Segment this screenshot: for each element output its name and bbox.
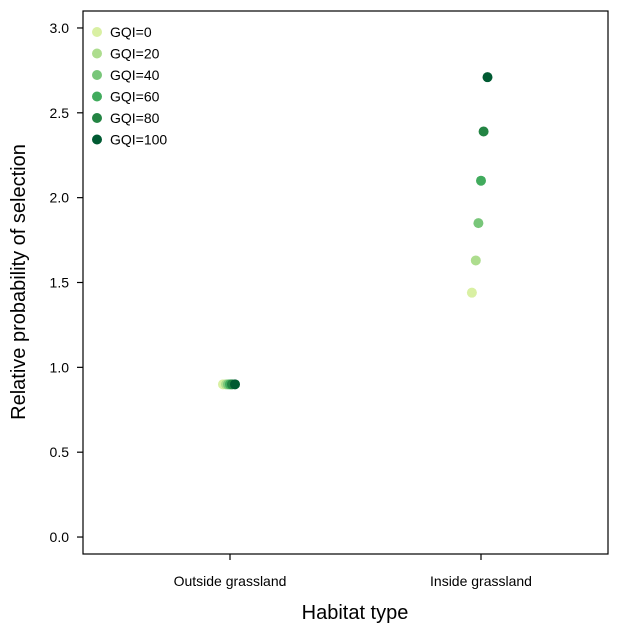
legend-label: GQI=40 bbox=[110, 67, 160, 83]
legend-marker bbox=[92, 91, 102, 102]
y-tick-label: 1.0 bbox=[50, 359, 70, 375]
y-axis-title: Relative probability of selection bbox=[8, 144, 30, 420]
data-point bbox=[470, 255, 481, 266]
data-point bbox=[482, 72, 493, 83]
plot-frame bbox=[82, 10, 609, 555]
x-axis-ticks: Outside grassland Inside grassland bbox=[174, 554, 532, 589]
legend-label: GQI=0 bbox=[110, 24, 152, 40]
y-tick-label: 1.5 bbox=[50, 275, 70, 291]
legend-label: GQI=100 bbox=[110, 132, 167, 148]
legend-marker bbox=[92, 70, 102, 80]
data-point bbox=[466, 287, 477, 298]
data-point bbox=[478, 126, 489, 137]
y-tick-label: 2.5 bbox=[50, 105, 70, 121]
legend-marker bbox=[92, 113, 102, 123]
legend-label: GQI=60 bbox=[110, 89, 160, 105]
y-axis-ticks: 0.0 0.5 1.0 1.5 2.0 2.5 3.0 bbox=[50, 20, 83, 545]
y-tick-label: 2.0 bbox=[50, 190, 70, 206]
legend-marker bbox=[92, 134, 102, 145]
legend: GQI=0 GQI=20 GQI=40 GQI=60 GQI=80 GQI=100 bbox=[92, 24, 167, 148]
y-tick-label: 3.0 bbox=[50, 20, 70, 36]
data-points bbox=[218, 72, 493, 390]
legend-marker bbox=[92, 48, 102, 59]
legend-label: GQI=20 bbox=[110, 46, 160, 62]
legend-label: GQI=80 bbox=[110, 110, 160, 126]
data-point bbox=[476, 175, 486, 186]
y-tick-label: 0.5 bbox=[50, 444, 70, 460]
x-tick-label: Outside grassland bbox=[174, 573, 287, 589]
x-tick-label: Inside grassland bbox=[430, 573, 532, 589]
legend-marker bbox=[92, 27, 102, 37]
y-tick-label: 0.0 bbox=[50, 529, 70, 545]
x-axis-title: Habitat type bbox=[302, 602, 409, 624]
data-point bbox=[230, 379, 240, 390]
data-point bbox=[473, 218, 484, 229]
